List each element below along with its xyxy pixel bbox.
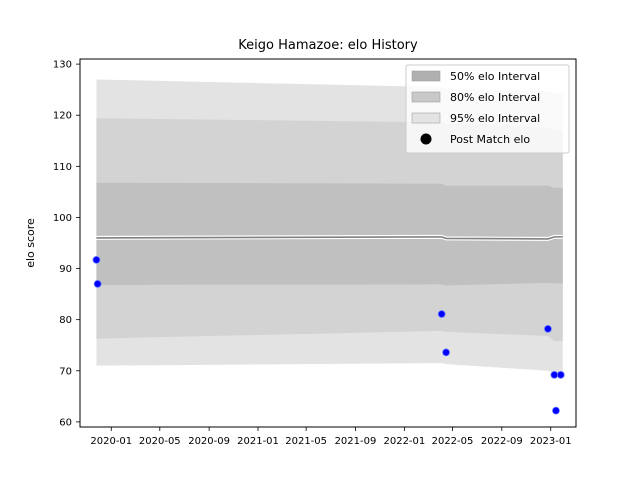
legend-entry-80-elo-interval: 80% elo Interval — [411, 91, 540, 104]
plot-frame — [79, 58, 577, 428]
y-tick-label: 60 — [59, 417, 72, 428]
mean-line — [96, 236, 563, 240]
legend-swatch — [411, 91, 441, 103]
post-match-point — [442, 348, 450, 357]
post-match-point — [437, 310, 446, 318]
x-tick-label: 2020-09 — [188, 436, 230, 447]
post-match-point — [92, 255, 101, 264]
legend-box — [405, 64, 570, 154]
y-tick-label: 100 — [53, 213, 72, 224]
y-tick-label: 110 — [53, 162, 72, 173]
legend: 50% elo Interval 80% elo Interval 95% elo … — [405, 64, 570, 154]
mean-lines — [96, 234, 563, 241]
y-tick-label: 70 — [59, 366, 72, 377]
post-match-point — [544, 324, 552, 333]
y-tick-label: 130 — [53, 60, 72, 71]
x-tick-label: 2022-09 — [481, 436, 523, 447]
legend-label: Post Match elo — [450, 133, 530, 146]
legend-entry-post-match-elo: Post Match elo — [420, 133, 530, 146]
post-match-point — [93, 279, 102, 288]
x-tick-label: 2021-09 — [335, 436, 377, 447]
post-match-points — [92, 255, 565, 415]
x-tick-label: 2021-01 — [237, 436, 279, 447]
legend-entry-95-elo-interval: 95% elo Interval — [411, 112, 540, 125]
x-axis-ticks: 2020-01 2020-05 2020-09 2021-01 2021-05 2021-… — [90, 427, 572, 447]
x-tick-label: 2022-05 — [432, 436, 474, 447]
band-50-elo-interval — [96, 182, 563, 286]
legend-label: 95% elo Interval — [450, 112, 540, 125]
legend-swatch — [411, 70, 441, 82]
legend-label: 80% elo Interval — [450, 91, 540, 104]
y-axis-ticks: 60 70 80 90 100 110 120 130 — [53, 60, 80, 428]
post-match-point — [556, 370, 565, 379]
x-tick-label: 2021-05 — [285, 436, 327, 447]
legend-label: 50% elo Interval — [450, 70, 540, 83]
legend-entry-50-elo-interval: 50% elo Interval — [411, 70, 540, 83]
chart-title: Keigo Hamazoe: elo History — [238, 38, 418, 53]
y-tick-label: 120 — [53, 111, 72, 122]
x-tick-label: 2022-01 — [383, 436, 425, 447]
legend-swatch — [411, 112, 441, 124]
post-match-point — [552, 406, 560, 415]
x-tick-label: 2023-01 — [530, 436, 572, 447]
y-tick-label: 80 — [59, 315, 72, 326]
x-tick-label: 2020-01 — [90, 436, 132, 447]
y-axis-label: elo score — [24, 218, 37, 268]
y-tick-label: 90 — [59, 264, 72, 275]
legend-marker — [420, 133, 432, 145]
x-tick-label: 2020-05 — [139, 436, 181, 447]
post-match-point — [550, 370, 559, 379]
